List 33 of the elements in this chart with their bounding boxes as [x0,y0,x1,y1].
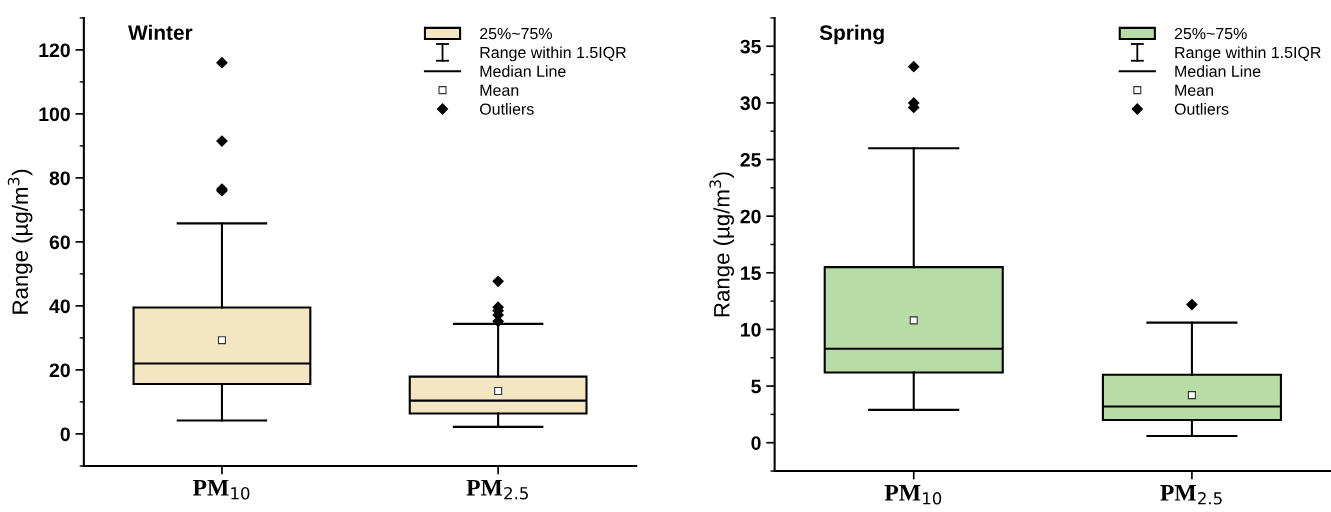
annotation: Range within 1.5IQR [1175,46,1321,62]
y-tick-label: 0 [60,427,70,442]
y-axis-title: Range (µg/m$^{3}$) [709,172,735,317]
x-tick-label: PM$_{10}$ [192,479,250,500]
y-tick-label: 60 [49,235,70,250]
legend-label: 25%~75% [480,27,552,40]
annotation: Mean [1175,84,1213,96]
chart-title: Winter [128,24,193,40]
x-tick-label: PM$_{10}$ [884,485,942,505]
annotation: Median Line [1175,65,1261,77]
y-tick-label: 40 [49,299,70,314]
y-tick-label: 15 [741,266,761,281]
annotation: Mean [480,84,519,96]
y-tick-label: 30 [740,96,761,111]
chart-title: Spring [819,24,884,45]
x-tick-label: PM$_{2.5}$ [466,479,528,500]
y-tick-label: 100 [39,107,70,122]
y-tick-label: 5 [751,379,761,394]
y-tick-label: 20 [740,209,761,224]
annotation: Outliers [480,103,534,115]
annotation: Outliers [1174,103,1229,115]
y-tick-label: 10 [741,322,761,337]
annotation: Median Line [480,65,566,77]
annotation: Range within 1.5IQR [480,46,626,62]
y-axis-title: Range (µg/m$^{3}$) [7,169,33,314]
y-tick-label: 80 [49,171,70,186]
y-tick-label: 20 [49,363,70,378]
x-tick-label: PM$_{2.5}$ [1160,485,1222,505]
legend-label: 25%~75% [1174,27,1247,40]
y-tick-label: 0 [751,436,761,450]
y-tick-label: 35 [740,39,761,54]
y-tick-label: 25 [740,152,761,167]
y-tick-label: 120 [39,43,70,58]
